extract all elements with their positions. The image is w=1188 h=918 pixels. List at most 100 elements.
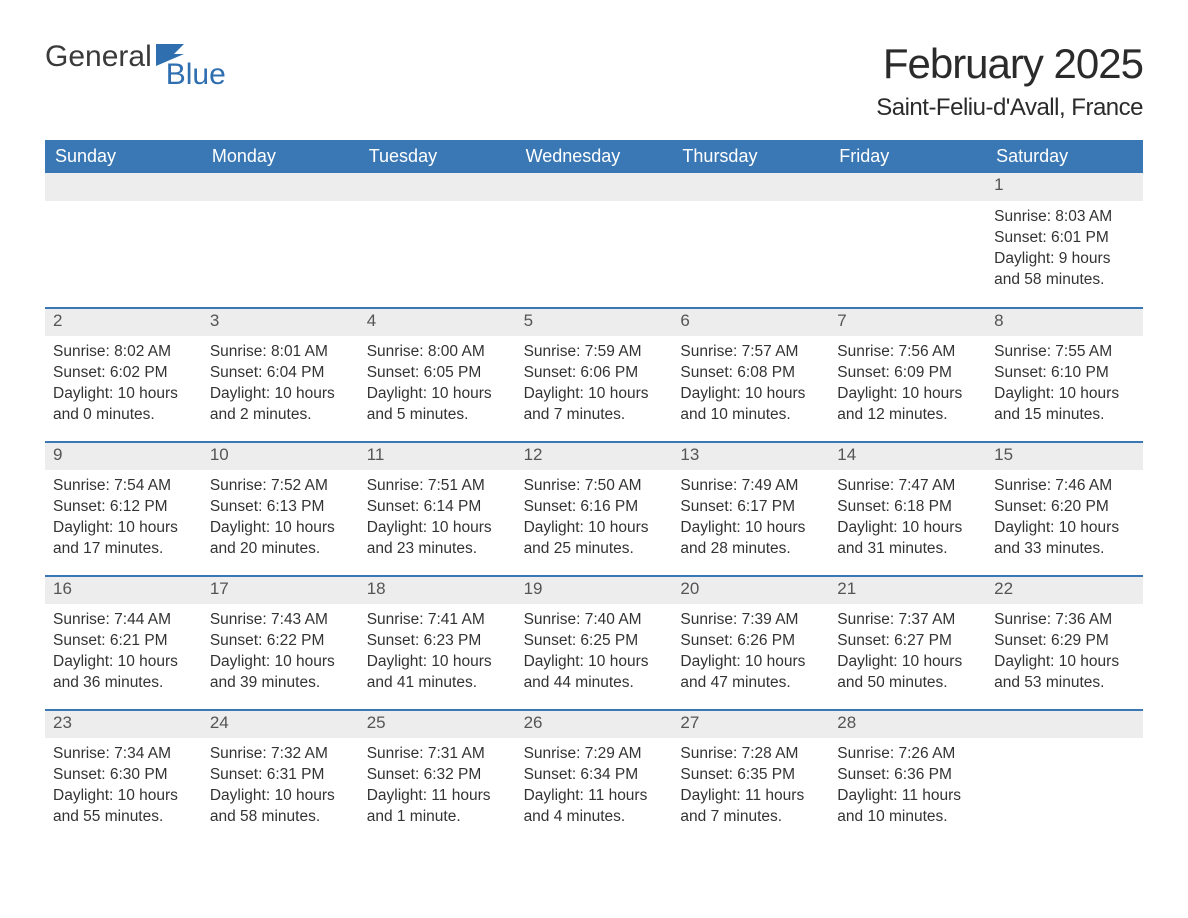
sunrise-text: Sunrise: 7:40 AM (524, 610, 665, 631)
day-number: 4 (359, 309, 516, 336)
sunrise-text: Sunrise: 7:26 AM (837, 744, 978, 765)
sunset-text: Sunset: 6:08 PM (680, 363, 821, 384)
weekday-header: Saturday (986, 140, 1143, 173)
sunrise-text: Sunrise: 7:41 AM (367, 610, 508, 631)
sunrise-text: Sunrise: 7:54 AM (53, 476, 194, 497)
daylight-text: Daylight: 10 hours and 15 minutes. (994, 384, 1135, 426)
daylight-text: Daylight: 10 hours and 33 minutes. (994, 518, 1135, 560)
daylight-text: Daylight: 10 hours and 12 minutes. (837, 384, 978, 426)
daynum-row: 2345678 (45, 309, 1143, 336)
sunrise-text: Sunrise: 7:32 AM (210, 744, 351, 765)
day-number: 22 (986, 577, 1143, 604)
sunset-text: Sunset: 6:35 PM (680, 765, 821, 786)
sunrise-text: Sunrise: 8:01 AM (210, 342, 351, 363)
day-number (829, 173, 986, 201)
sunset-text: Sunset: 6:14 PM (367, 497, 508, 518)
day-number: 11 (359, 443, 516, 470)
sunrise-text: Sunrise: 7:57 AM (680, 342, 821, 363)
sunrise-text: Sunrise: 7:28 AM (680, 744, 821, 765)
day-number: 7 (829, 309, 986, 336)
day-number (359, 173, 516, 201)
day-cell: Sunrise: 7:36 AMSunset: 6:29 PMDaylight:… (986, 604, 1143, 709)
sunset-text: Sunset: 6:01 PM (994, 228, 1135, 249)
daylight-text: Daylight: 10 hours and 50 minutes. (837, 652, 978, 694)
day-number: 2 (45, 309, 202, 336)
day-number: 18 (359, 577, 516, 604)
sunset-text: Sunset: 6:34 PM (524, 765, 665, 786)
day-cell: Sunrise: 7:44 AMSunset: 6:21 PMDaylight:… (45, 604, 202, 709)
day-cell: Sunrise: 7:28 AMSunset: 6:35 PMDaylight:… (672, 738, 829, 843)
calendar: SundayMondayTuesdayWednesdayThursdayFrid… (45, 140, 1143, 843)
day-number (45, 173, 202, 201)
day-cell: Sunrise: 7:32 AMSunset: 6:31 PMDaylight:… (202, 738, 359, 843)
daylight-text: Daylight: 10 hours and 36 minutes. (53, 652, 194, 694)
sunrise-text: Sunrise: 7:50 AM (524, 476, 665, 497)
sunrise-text: Sunrise: 8:03 AM (994, 207, 1135, 228)
daylight-text: Daylight: 10 hours and 55 minutes. (53, 786, 194, 828)
week-row: 2345678Sunrise: 8:02 AMSunset: 6:02 PMDa… (45, 307, 1143, 441)
week-row: 16171819202122Sunrise: 7:44 AMSunset: 6:… (45, 575, 1143, 709)
daylight-text: Daylight: 10 hours and 2 minutes. (210, 384, 351, 426)
day-number: 17 (202, 577, 359, 604)
daylight-text: Daylight: 10 hours and 44 minutes. (524, 652, 665, 694)
week-row: 232425262728Sunrise: 7:34 AMSunset: 6:30… (45, 709, 1143, 843)
sunset-text: Sunset: 6:06 PM (524, 363, 665, 384)
daylight-text: Daylight: 10 hours and 10 minutes. (680, 384, 821, 426)
day-number: 10 (202, 443, 359, 470)
day-cell (672, 201, 829, 307)
daynum-row: 232425262728 (45, 711, 1143, 738)
sunset-text: Sunset: 6:20 PM (994, 497, 1135, 518)
daylight-text: Daylight: 10 hours and 39 minutes. (210, 652, 351, 694)
sunrise-text: Sunrise: 7:44 AM (53, 610, 194, 631)
sunset-text: Sunset: 6:10 PM (994, 363, 1135, 384)
daylight-text: Daylight: 9 hours and 58 minutes. (994, 249, 1135, 291)
daylight-text: Daylight: 10 hours and 47 minutes. (680, 652, 821, 694)
sunrise-text: Sunrise: 7:31 AM (367, 744, 508, 765)
sunset-text: Sunset: 6:36 PM (837, 765, 978, 786)
sunset-text: Sunset: 6:32 PM (367, 765, 508, 786)
sunrise-text: Sunrise: 7:29 AM (524, 744, 665, 765)
sunset-text: Sunset: 6:05 PM (367, 363, 508, 384)
day-cell: Sunrise: 7:59 AMSunset: 6:06 PMDaylight:… (516, 336, 673, 441)
day-cell (359, 201, 516, 307)
sunset-text: Sunset: 6:27 PM (837, 631, 978, 652)
day-number (986, 711, 1143, 738)
sunrise-text: Sunrise: 7:37 AM (837, 610, 978, 631)
sunset-text: Sunset: 6:31 PM (210, 765, 351, 786)
sunset-text: Sunset: 6:13 PM (210, 497, 351, 518)
day-number: 5 (516, 309, 673, 336)
daylight-text: Daylight: 10 hours and 7 minutes. (524, 384, 665, 426)
day-cell: Sunrise: 7:56 AMSunset: 6:09 PMDaylight:… (829, 336, 986, 441)
day-number: 15 (986, 443, 1143, 470)
sunrise-text: Sunrise: 8:00 AM (367, 342, 508, 363)
day-cell: Sunrise: 7:54 AMSunset: 6:12 PMDaylight:… (45, 470, 202, 575)
daylight-text: Daylight: 10 hours and 20 minutes. (210, 518, 351, 560)
day-cell: Sunrise: 7:57 AMSunset: 6:08 PMDaylight:… (672, 336, 829, 441)
daylight-text: Daylight: 10 hours and 5 minutes. (367, 384, 508, 426)
day-cell (202, 201, 359, 307)
daylight-text: Daylight: 10 hours and 31 minutes. (837, 518, 978, 560)
daylight-text: Daylight: 11 hours and 1 minute. (367, 786, 508, 828)
weekday-header: Thursday (672, 140, 829, 173)
sunrise-text: Sunrise: 7:52 AM (210, 476, 351, 497)
sunrise-text: Sunrise: 7:55 AM (994, 342, 1135, 363)
sunrise-text: Sunrise: 7:56 AM (837, 342, 978, 363)
daylight-text: Daylight: 10 hours and 0 minutes. (53, 384, 194, 426)
day-number: 19 (516, 577, 673, 604)
week-row: 9101112131415Sunrise: 7:54 AMSunset: 6:1… (45, 441, 1143, 575)
day-number: 26 (516, 711, 673, 738)
day-cell: Sunrise: 7:52 AMSunset: 6:13 PMDaylight:… (202, 470, 359, 575)
day-cell: Sunrise: 7:31 AMSunset: 6:32 PMDaylight:… (359, 738, 516, 843)
sunset-text: Sunset: 6:21 PM (53, 631, 194, 652)
logo-word-2: Blue (166, 58, 226, 92)
day-number: 1 (986, 173, 1143, 201)
day-number: 13 (672, 443, 829, 470)
sunset-text: Sunset: 6:26 PM (680, 631, 821, 652)
daynum-row: 9101112131415 (45, 443, 1143, 470)
day-number: 14 (829, 443, 986, 470)
daylight-text: Daylight: 11 hours and 7 minutes. (680, 786, 821, 828)
sunrise-text: Sunrise: 7:39 AM (680, 610, 821, 631)
sunset-text: Sunset: 6:12 PM (53, 497, 194, 518)
sunrise-text: Sunrise: 7:46 AM (994, 476, 1135, 497)
sunrise-text: Sunrise: 8:02 AM (53, 342, 194, 363)
